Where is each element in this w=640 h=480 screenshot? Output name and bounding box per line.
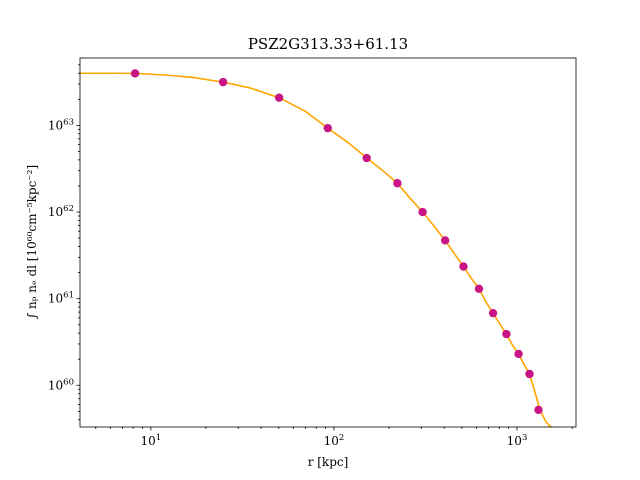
plot-background xyxy=(80,58,576,427)
data-point xyxy=(418,207,427,217)
data-point xyxy=(488,308,498,318)
data-point xyxy=(502,329,511,339)
data-point xyxy=(525,369,534,379)
y-tick-label: 1063 xyxy=(48,117,74,132)
y-tick-label: 1061 xyxy=(48,291,74,306)
x-tick-label: 103 xyxy=(507,433,528,448)
data-point xyxy=(274,93,284,102)
data-point xyxy=(459,262,468,271)
data-point xyxy=(130,69,140,78)
data-point xyxy=(393,179,402,188)
y-tick-label: 1060 xyxy=(48,377,74,392)
data-point xyxy=(440,236,450,245)
data-point xyxy=(534,405,543,415)
chart-title: PSZ2G313.33+61.13 xyxy=(248,35,408,53)
x-tick-label: 101 xyxy=(141,433,162,448)
x-tick-label: 102 xyxy=(324,433,345,448)
axes: 101 102 103 1060 1061 1062 1063 xyxy=(48,64,573,448)
data-point xyxy=(474,284,484,293)
plot-marks xyxy=(80,69,553,427)
data-point xyxy=(218,77,228,87)
data-point xyxy=(323,123,332,133)
x-axis-label: r [kpc] xyxy=(308,455,349,469)
y-axis-label: ∫ nₚ nₑ dl [10⁶⁰cm⁻⁵kpc⁻²] xyxy=(25,165,39,319)
plot-frame xyxy=(79,57,577,428)
data-point xyxy=(514,349,523,359)
y-tick-label: 1062 xyxy=(48,204,74,219)
data-point xyxy=(362,153,371,163)
